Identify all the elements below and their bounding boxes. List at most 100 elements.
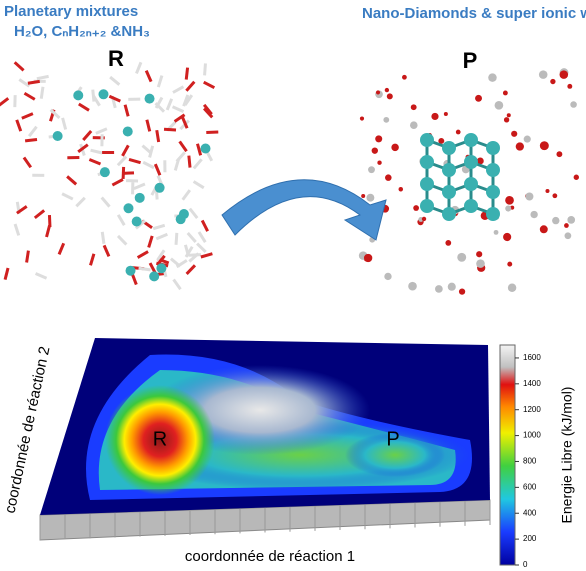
bond [75,196,86,208]
atom [420,155,434,169]
bond [22,156,33,169]
atom [371,147,378,154]
bond [186,232,197,244]
bond [188,253,202,257]
atom [438,137,445,144]
bond [183,94,194,106]
bond [49,108,61,120]
bond [33,209,46,220]
atom [375,90,381,95]
atom [384,87,390,93]
colorbar-label: Energie Libre (kJ/mol) [559,387,575,524]
bond [21,112,34,120]
bond [135,61,143,74]
bond [165,98,174,111]
atom [515,142,524,151]
atom [377,160,382,165]
atom [464,155,478,169]
bond [184,67,190,80]
atom [391,143,399,152]
atom [361,193,366,198]
bond [155,254,166,267]
atom [511,130,518,137]
atom [503,232,512,242]
atom [144,93,155,104]
atom [398,186,404,192]
atom [476,259,485,268]
bond [77,143,89,154]
atom [539,141,549,151]
atom [375,135,383,143]
atom [420,199,434,213]
slab-ridges [39,500,491,540]
bond [121,144,130,157]
atom [475,94,482,102]
bond [3,267,10,280]
atom [435,285,443,293]
bond [178,140,188,153]
bond [202,103,213,116]
bond [27,79,40,85]
atom [383,116,390,123]
atom [538,70,548,79]
bond [95,127,108,135]
bond [175,259,188,269]
atom [505,195,514,205]
atom [420,133,434,147]
atom [567,83,573,89]
bond [39,86,45,99]
atom [564,232,572,240]
bond [185,264,197,275]
bond [91,89,96,102]
bond [181,116,189,129]
bond [23,91,36,101]
bond [173,113,186,123]
atom [530,210,538,219]
bond [90,148,103,155]
bond [200,252,213,259]
atom [503,117,510,123]
bond [47,215,52,228]
bond [27,125,38,138]
bond [156,249,166,262]
atom [409,121,418,130]
atom [431,112,439,121]
bond [133,182,146,190]
well-label: P [386,428,399,450]
atom [525,192,534,201]
landscape [86,354,472,500]
right-title: Nano-Diamonds & super ionic water [362,5,586,22]
atom [366,193,375,202]
bond [153,163,162,176]
bond [192,180,205,190]
bond [172,85,185,94]
atom [486,141,500,155]
bond [196,242,207,254]
bond [34,272,48,280]
bond [15,119,23,132]
atom [156,263,167,274]
bond [108,94,121,103]
atom [442,141,456,155]
bond [174,232,179,245]
bond [78,102,90,112]
bond [13,223,21,236]
atom [368,166,375,174]
well-p [345,433,445,477]
atom [573,174,579,180]
atom [385,174,392,181]
colorbar-tick-label: 1400 [523,379,541,388]
bond [61,117,68,130]
bond [100,196,111,208]
atom [125,265,136,276]
atom [410,104,417,111]
atom [502,90,508,96]
bond [142,160,155,170]
bond [121,171,135,175]
bond [109,75,121,86]
bond [203,80,216,90]
bond [141,144,153,155]
atom [545,188,550,194]
bond [100,231,106,244]
